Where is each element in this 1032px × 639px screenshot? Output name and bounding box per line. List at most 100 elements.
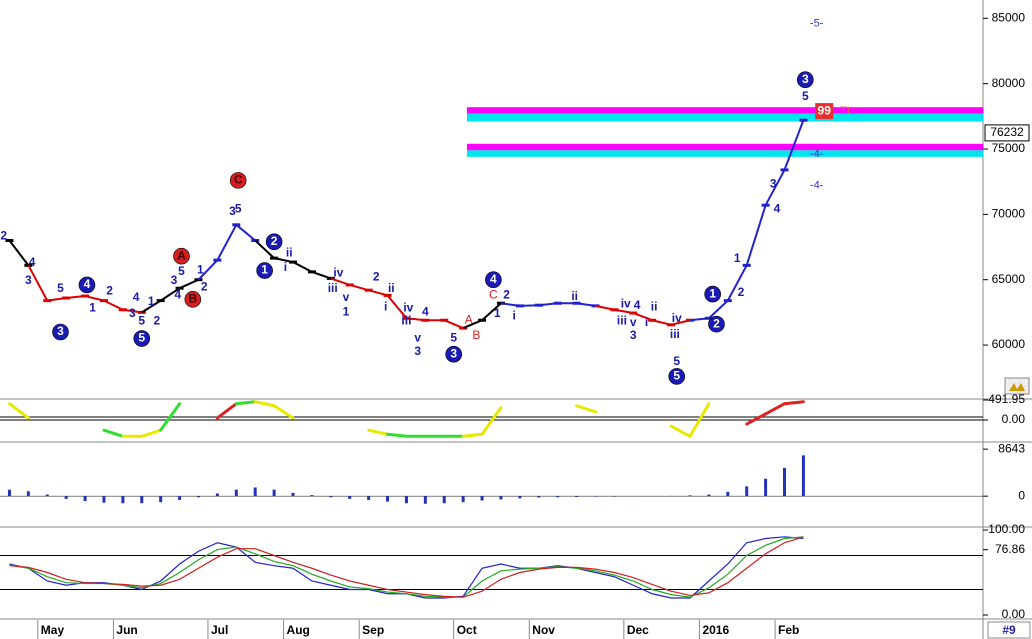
oscillator-segment (480, 406, 503, 436)
price-segment (783, 119, 805, 171)
oscillator-segment (688, 402, 711, 438)
wave-label: 2 (106, 284, 113, 298)
wave-label: 99 (818, 103, 832, 117)
x-tick-label: Sep (362, 623, 384, 637)
wave-label: i (284, 260, 287, 274)
wave-label: i (384, 299, 387, 313)
price-bar (799, 118, 808, 122)
wave-label: C (489, 288, 498, 302)
wave-circle (184, 291, 202, 308)
wave-label: 3 (57, 324, 64, 338)
wave-circle (256, 262, 273, 279)
wave-label: B (472, 328, 480, 342)
wave-label: 5 (138, 331, 145, 345)
y-tick-label: 0 (1018, 488, 1025, 502)
wave-label: 4 (174, 288, 181, 302)
wave-label: i (513, 308, 516, 322)
wave-label: 4 (422, 305, 429, 319)
oscillator-segment (669, 424, 692, 438)
wave-label: C (234, 173, 243, 187)
wave-label: 5 (450, 331, 457, 345)
wave-label: ii (571, 289, 578, 303)
wave-label: ii (286, 246, 293, 260)
oscillator-segment (575, 404, 597, 414)
y-tick-label: 0.00 (1002, 412, 1026, 426)
price-segment (764, 169, 786, 206)
wave-label: 3 (129, 306, 136, 320)
oscillator-segment (215, 402, 238, 420)
wave-label: 5 (138, 314, 145, 328)
oscillator-segment (461, 432, 484, 438)
tool-icon-glyph (1009, 383, 1025, 391)
wave-label: v (414, 331, 421, 345)
y-tick-label: 65000 (992, 272, 1026, 286)
oscillator-segment (102, 428, 125, 438)
price-segment (745, 204, 767, 266)
y-tick-label: 8643 (998, 441, 1025, 455)
price-segment (8, 239, 30, 266)
price-segment (708, 299, 729, 320)
wave-label: 5 (235, 201, 242, 215)
wave-label: 1 (494, 306, 501, 320)
oscillator-segment (386, 432, 408, 438)
level-band (466, 107, 983, 114)
wave-label: iii (670, 327, 680, 341)
wave-label: v (630, 315, 637, 329)
price-segment (27, 264, 49, 302)
wave-label: iv (403, 301, 413, 315)
wave-circle (265, 233, 283, 251)
wave-label: B (188, 291, 197, 305)
x-tick-label: Nov (532, 623, 555, 637)
wave-circle (485, 271, 502, 289)
wave-circle (668, 368, 686, 385)
oscillator-segment (783, 400, 805, 406)
x-tick-label: Aug (287, 623, 310, 637)
price-segment (235, 224, 256, 242)
price-segment (726, 264, 748, 302)
wave-label: 3 (450, 346, 457, 360)
wave-label: ii (651, 299, 658, 313)
wave-label: 1 (89, 301, 96, 315)
oscillator-segment (234, 400, 257, 406)
level-band (466, 150, 983, 157)
wave-circle (173, 247, 190, 265)
y-tick-label: 100.00 (988, 522, 1025, 536)
price-segment (254, 239, 275, 259)
wave-label: 3 (229, 204, 236, 218)
oscillator-segment (367, 428, 390, 436)
wave-label: 4 (634, 298, 641, 312)
last-value-box (984, 124, 1030, 142)
price-segment (386, 294, 408, 319)
wave-label: 3 (802, 72, 809, 86)
x-tick-label: Feb (778, 623, 799, 637)
wave-label: iv (672, 311, 682, 325)
wave-circle (133, 330, 151, 347)
oscillator-segment (159, 402, 182, 432)
y-tick-label: 76.86 (995, 542, 1025, 556)
wave-label: 2 (503, 288, 510, 302)
oscillator-segment (140, 428, 163, 438)
wave-label: 5 (802, 89, 809, 103)
wave-label: 5 (673, 369, 680, 383)
price-segment (103, 299, 124, 311)
wave-label: 2 (154, 314, 161, 328)
x-tick-label: 2016 (702, 623, 729, 637)
wave-label: v (343, 290, 350, 304)
indicator-line (9, 536, 804, 598)
wave-label: iv (333, 265, 343, 279)
y-tick-label: 80000 (992, 76, 1026, 90)
level-band (466, 113, 983, 122)
wave-label: 3 (25, 273, 32, 287)
wave-label: iv (621, 297, 631, 311)
alert-box (815, 103, 834, 120)
x-tick-label: May (41, 623, 65, 637)
wave-label: iii (401, 314, 411, 328)
wave-label: 2 (713, 316, 720, 330)
y-tick-label: 85000 (992, 10, 1026, 24)
wave-circle (797, 71, 814, 89)
wave-label: 4 (490, 272, 497, 286)
x-tick-label: Oct (457, 623, 477, 637)
price-segment (216, 224, 238, 261)
